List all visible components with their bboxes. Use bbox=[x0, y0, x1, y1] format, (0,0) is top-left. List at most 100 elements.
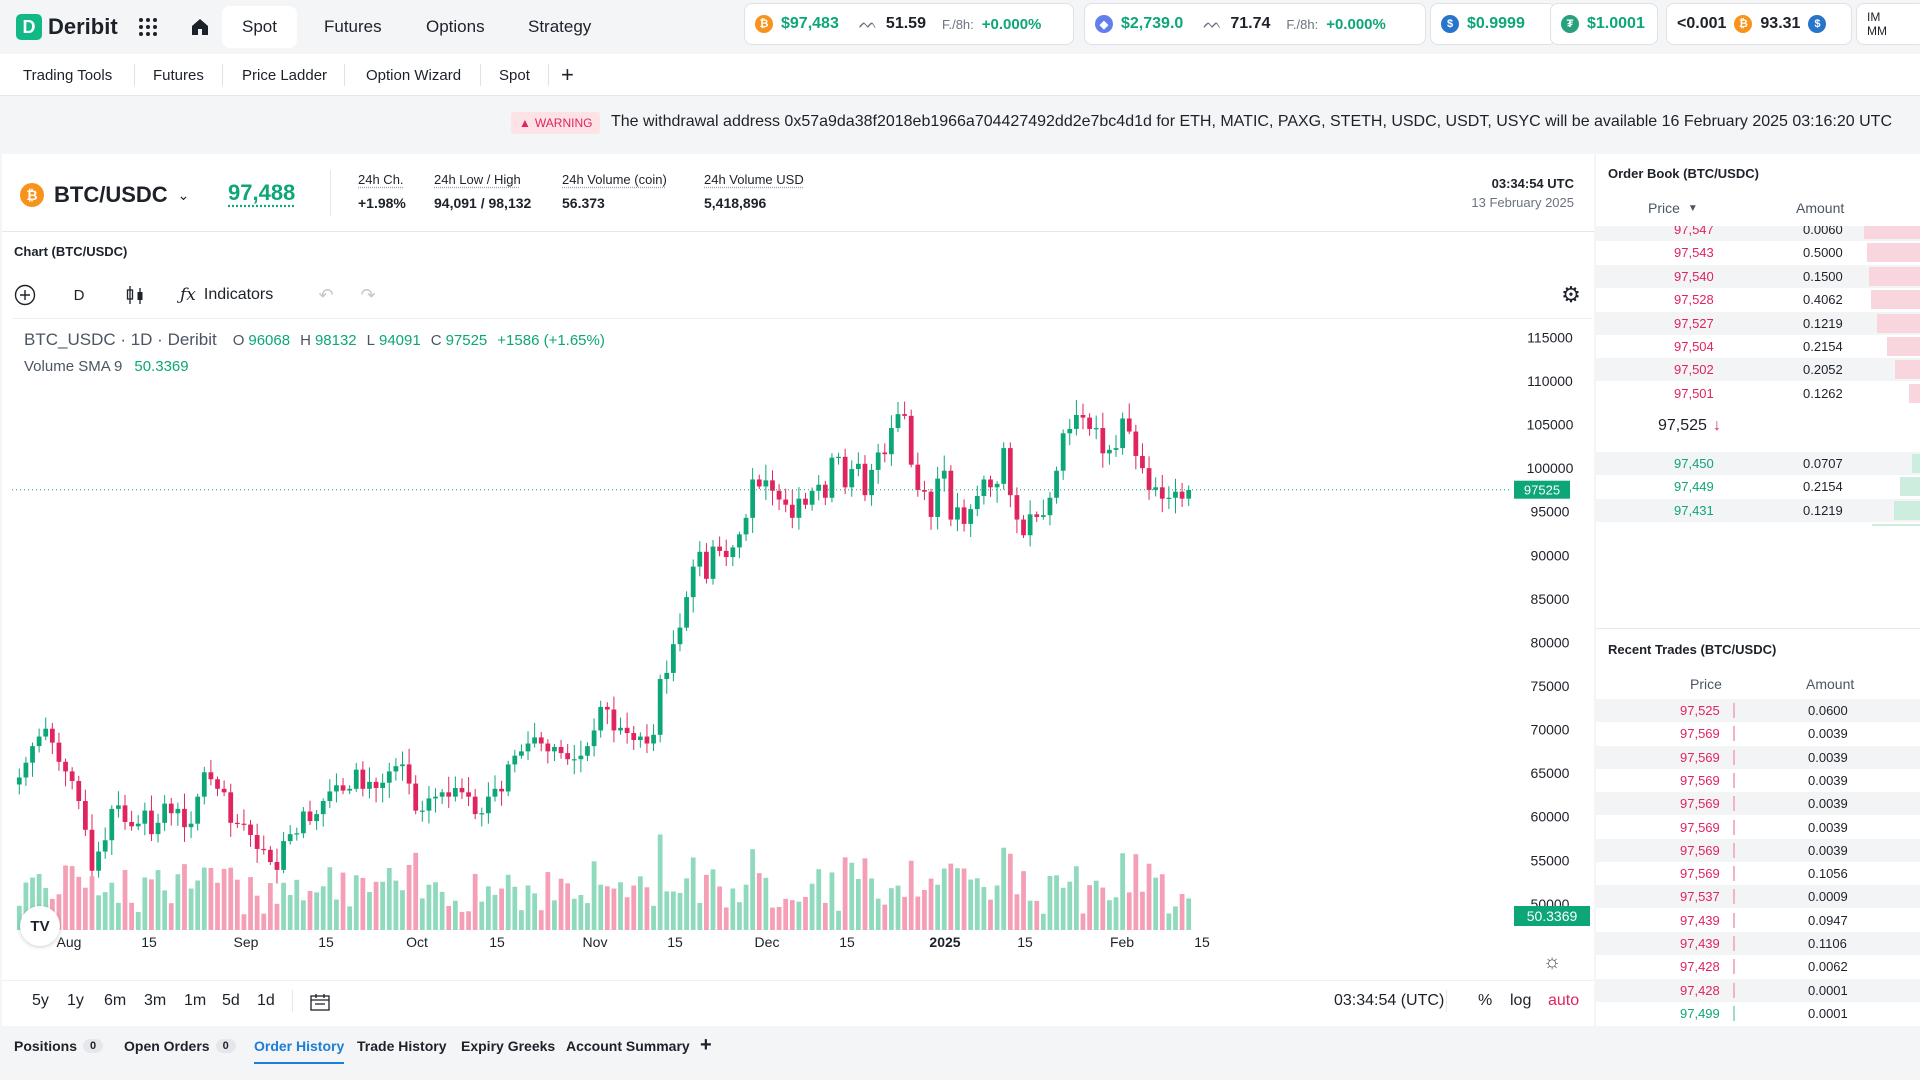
ask-row[interactable]: 97,547 0.0060 bbox=[1596, 226, 1920, 241]
trade-row[interactable]: 97,569 0.0039 bbox=[1596, 792, 1920, 816]
order-price: 97,504 bbox=[1674, 339, 1714, 354]
trade-row[interactable]: 97,569 0.0039 bbox=[1596, 838, 1920, 862]
candle-body bbox=[320, 801, 326, 815]
candle-body bbox=[552, 747, 557, 752]
nav-options[interactable]: Options bbox=[426, 17, 485, 36]
log-toggle[interactable]: log bbox=[1510, 992, 1532, 1009]
bid-row[interactable]: 97,4300.4062 bbox=[1596, 522, 1920, 526]
trade-price: 97,439 bbox=[1680, 936, 1720, 951]
y-tick-label: 80000 bbox=[1531, 634, 1570, 650]
trade-row[interactable]: 97,439 0.0947 bbox=[1596, 909, 1920, 932]
percent-toggle[interactable]: % bbox=[1478, 992, 1493, 1009]
range-1m[interactable]: 1m bbox=[184, 992, 207, 1009]
eth-ticker[interactable]: ◆ $2,739.0 ᨓ 71.74 F./8h: +0.000% bbox=[1084, 3, 1426, 45]
range-1d[interactable]: 1d bbox=[257, 992, 275, 1009]
usdc-price: $0.9999 bbox=[1467, 15, 1525, 32]
trade-row[interactable]: 97,569 0.0039 bbox=[1596, 745, 1920, 769]
volume-bar bbox=[875, 898, 881, 930]
ask-row[interactable]: 97,543 0.5000 bbox=[1596, 241, 1920, 264]
volume-bar bbox=[287, 894, 293, 930]
tab-order-history[interactable]: Order History bbox=[254, 1038, 345, 1064]
deribit-logo[interactable]: D Deribit bbox=[16, 10, 118, 44]
ask-row[interactable]: 97,502 0.2052 bbox=[1596, 358, 1920, 382]
nav-spot[interactable]: Spot bbox=[222, 6, 297, 48]
indicators-button[interactable]: ƒx Indicators bbox=[180, 282, 273, 308]
apps-grid-icon[interactable] bbox=[134, 13, 162, 41]
interval-button[interactable]: D bbox=[73, 286, 85, 304]
range-3m[interactable]: 3m bbox=[144, 992, 167, 1009]
trade-row[interactable]: 97,428 0.0001 bbox=[1596, 978, 1920, 1002]
tab-trading-tools[interactable]: Trading Tools bbox=[23, 66, 113, 84]
date-range-icon[interactable] bbox=[308, 990, 332, 1014]
candle-body bbox=[1126, 418, 1132, 432]
trade-row[interactable]: 97,537 0.0009 bbox=[1596, 885, 1920, 909]
trade-row[interactable]: 97,525 0.0600 bbox=[1596, 699, 1920, 722]
trade-row[interactable]: 97,569 0.0039 bbox=[1596, 816, 1920, 839]
price-chart[interactable]: 115000 110000 105000 100000 95000 90000 85000 8… bbox=[12, 320, 1592, 990]
ask-row[interactable]: 97,540 0.1500 bbox=[1596, 264, 1920, 288]
tab-price-ladder[interactable]: Price Ladder bbox=[242, 66, 328, 84]
tab-trade-history[interactable]: Trade History bbox=[357, 1038, 446, 1054]
trade-row[interactable]: 97,439 0.1106 bbox=[1596, 932, 1920, 955]
volume-bar bbox=[188, 888, 194, 930]
gear-icon[interactable]: ⚙ bbox=[1561, 282, 1581, 307]
range-6m[interactable]: 6m bbox=[104, 992, 127, 1009]
auto-scale-toggle[interactable]: auto bbox=[1548, 992, 1580, 1009]
usdt-ticker[interactable]: ₮ $1.0001 bbox=[1550, 3, 1658, 45]
range-5y[interactable]: 5y bbox=[32, 992, 49, 1009]
chart-clock[interactable]: 03:34:54 (UTC) bbox=[1334, 992, 1445, 1009]
add-bottom-tab-button[interactable]: + bbox=[700, 1034, 712, 1056]
range-1y[interactable]: 1y bbox=[67, 992, 84, 1009]
candle-body bbox=[69, 771, 75, 781]
tab-positions[interactable]: Positions 0 bbox=[14, 1038, 104, 1054]
axis-settings-icon[interactable]: ☼ bbox=[1542, 950, 1562, 973]
home-icon[interactable] bbox=[186, 13, 214, 41]
balance-widget[interactable]: <0.001 ₿ 93.31 $ bbox=[1666, 3, 1852, 45]
tab-account-summary[interactable]: Account Summary bbox=[566, 1038, 690, 1054]
ask-row[interactable]: 97,501 0.1262 bbox=[1596, 382, 1920, 405]
ask-row[interactable]: 97,504 0.2154 bbox=[1596, 335, 1920, 358]
range-5d[interactable]: 5d bbox=[222, 992, 240, 1009]
volume-bar bbox=[756, 873, 762, 930]
candle-body bbox=[327, 791, 333, 802]
candle-body bbox=[472, 796, 478, 815]
ask-row[interactable]: 97,528 0.4062 bbox=[1596, 288, 1920, 311]
add-tab-button[interactable]: + bbox=[561, 62, 574, 87]
tab-open-orders[interactable]: Open Orders 0 bbox=[124, 1038, 236, 1054]
nav-futures[interactable]: Futures bbox=[324, 17, 382, 36]
volume-bar bbox=[360, 877, 366, 930]
add-symbol-icon[interactable] bbox=[12, 282, 38, 308]
candle-body bbox=[254, 835, 260, 849]
candle-body bbox=[1060, 433, 1066, 471]
ask-row[interactable]: 97,527 0.1219 bbox=[1596, 311, 1920, 335]
tab-option-wizard[interactable]: Option Wizard bbox=[366, 66, 462, 84]
candle-style-icon[interactable] bbox=[122, 282, 148, 308]
bid-row[interactable]: 97,431 0.1219 bbox=[1596, 498, 1920, 522]
tab-spot[interactable]: Spot bbox=[499, 66, 530, 84]
instrument-selector[interactable]: ₿ BTC/USDC ⌄ bbox=[20, 182, 189, 208]
volume-bar bbox=[545, 872, 551, 930]
volume-bar bbox=[1047, 876, 1053, 930]
undo-icon[interactable]: ↶ bbox=[318, 284, 334, 305]
trade-amount: 0.0062 bbox=[1808, 959, 1848, 975]
margin-widget[interactable]: IM MM bbox=[1856, 3, 1920, 45]
tab-expiry-greeks[interactable]: Expiry Greeks bbox=[461, 1038, 555, 1054]
volume-bar bbox=[670, 891, 676, 930]
volume-bar bbox=[1140, 891, 1145, 930]
bid-row[interactable]: 97,449 0.2154 bbox=[1596, 475, 1920, 498]
tab-futures[interactable]: Futures bbox=[153, 66, 204, 84]
trade-row[interactable]: 97,499 0.0001 bbox=[1596, 1002, 1920, 1025]
btc-ticker[interactable]: ₿ $97,483 ᨓ 51.59 F./8h: +0.000% bbox=[744, 3, 1074, 45]
trade-row[interactable]: 97,428 0.0062 bbox=[1596, 955, 1920, 978]
usdc-ticker[interactable]: $ $0.9999 bbox=[1430, 3, 1556, 45]
nav-strategy[interactable]: Strategy bbox=[528, 17, 592, 36]
trade-row[interactable]: 97,569 0.0039 bbox=[1596, 722, 1920, 745]
trade-row[interactable]: 97,569 0.1056 bbox=[1596, 862, 1920, 885]
bid-row[interactable]: 97,450 0.0707 bbox=[1596, 452, 1920, 475]
candle-body bbox=[307, 811, 313, 822]
stat-value: 56.373 bbox=[562, 195, 605, 211]
tradingview-logo-icon[interactable]: TV bbox=[20, 906, 60, 946]
redo-icon[interactable]: ↷ bbox=[360, 284, 376, 305]
orderbook-price-header[interactable]: Price ▼ bbox=[1648, 200, 1698, 216]
trade-row[interactable]: 97,569 0.0039 bbox=[1596, 769, 1920, 792]
